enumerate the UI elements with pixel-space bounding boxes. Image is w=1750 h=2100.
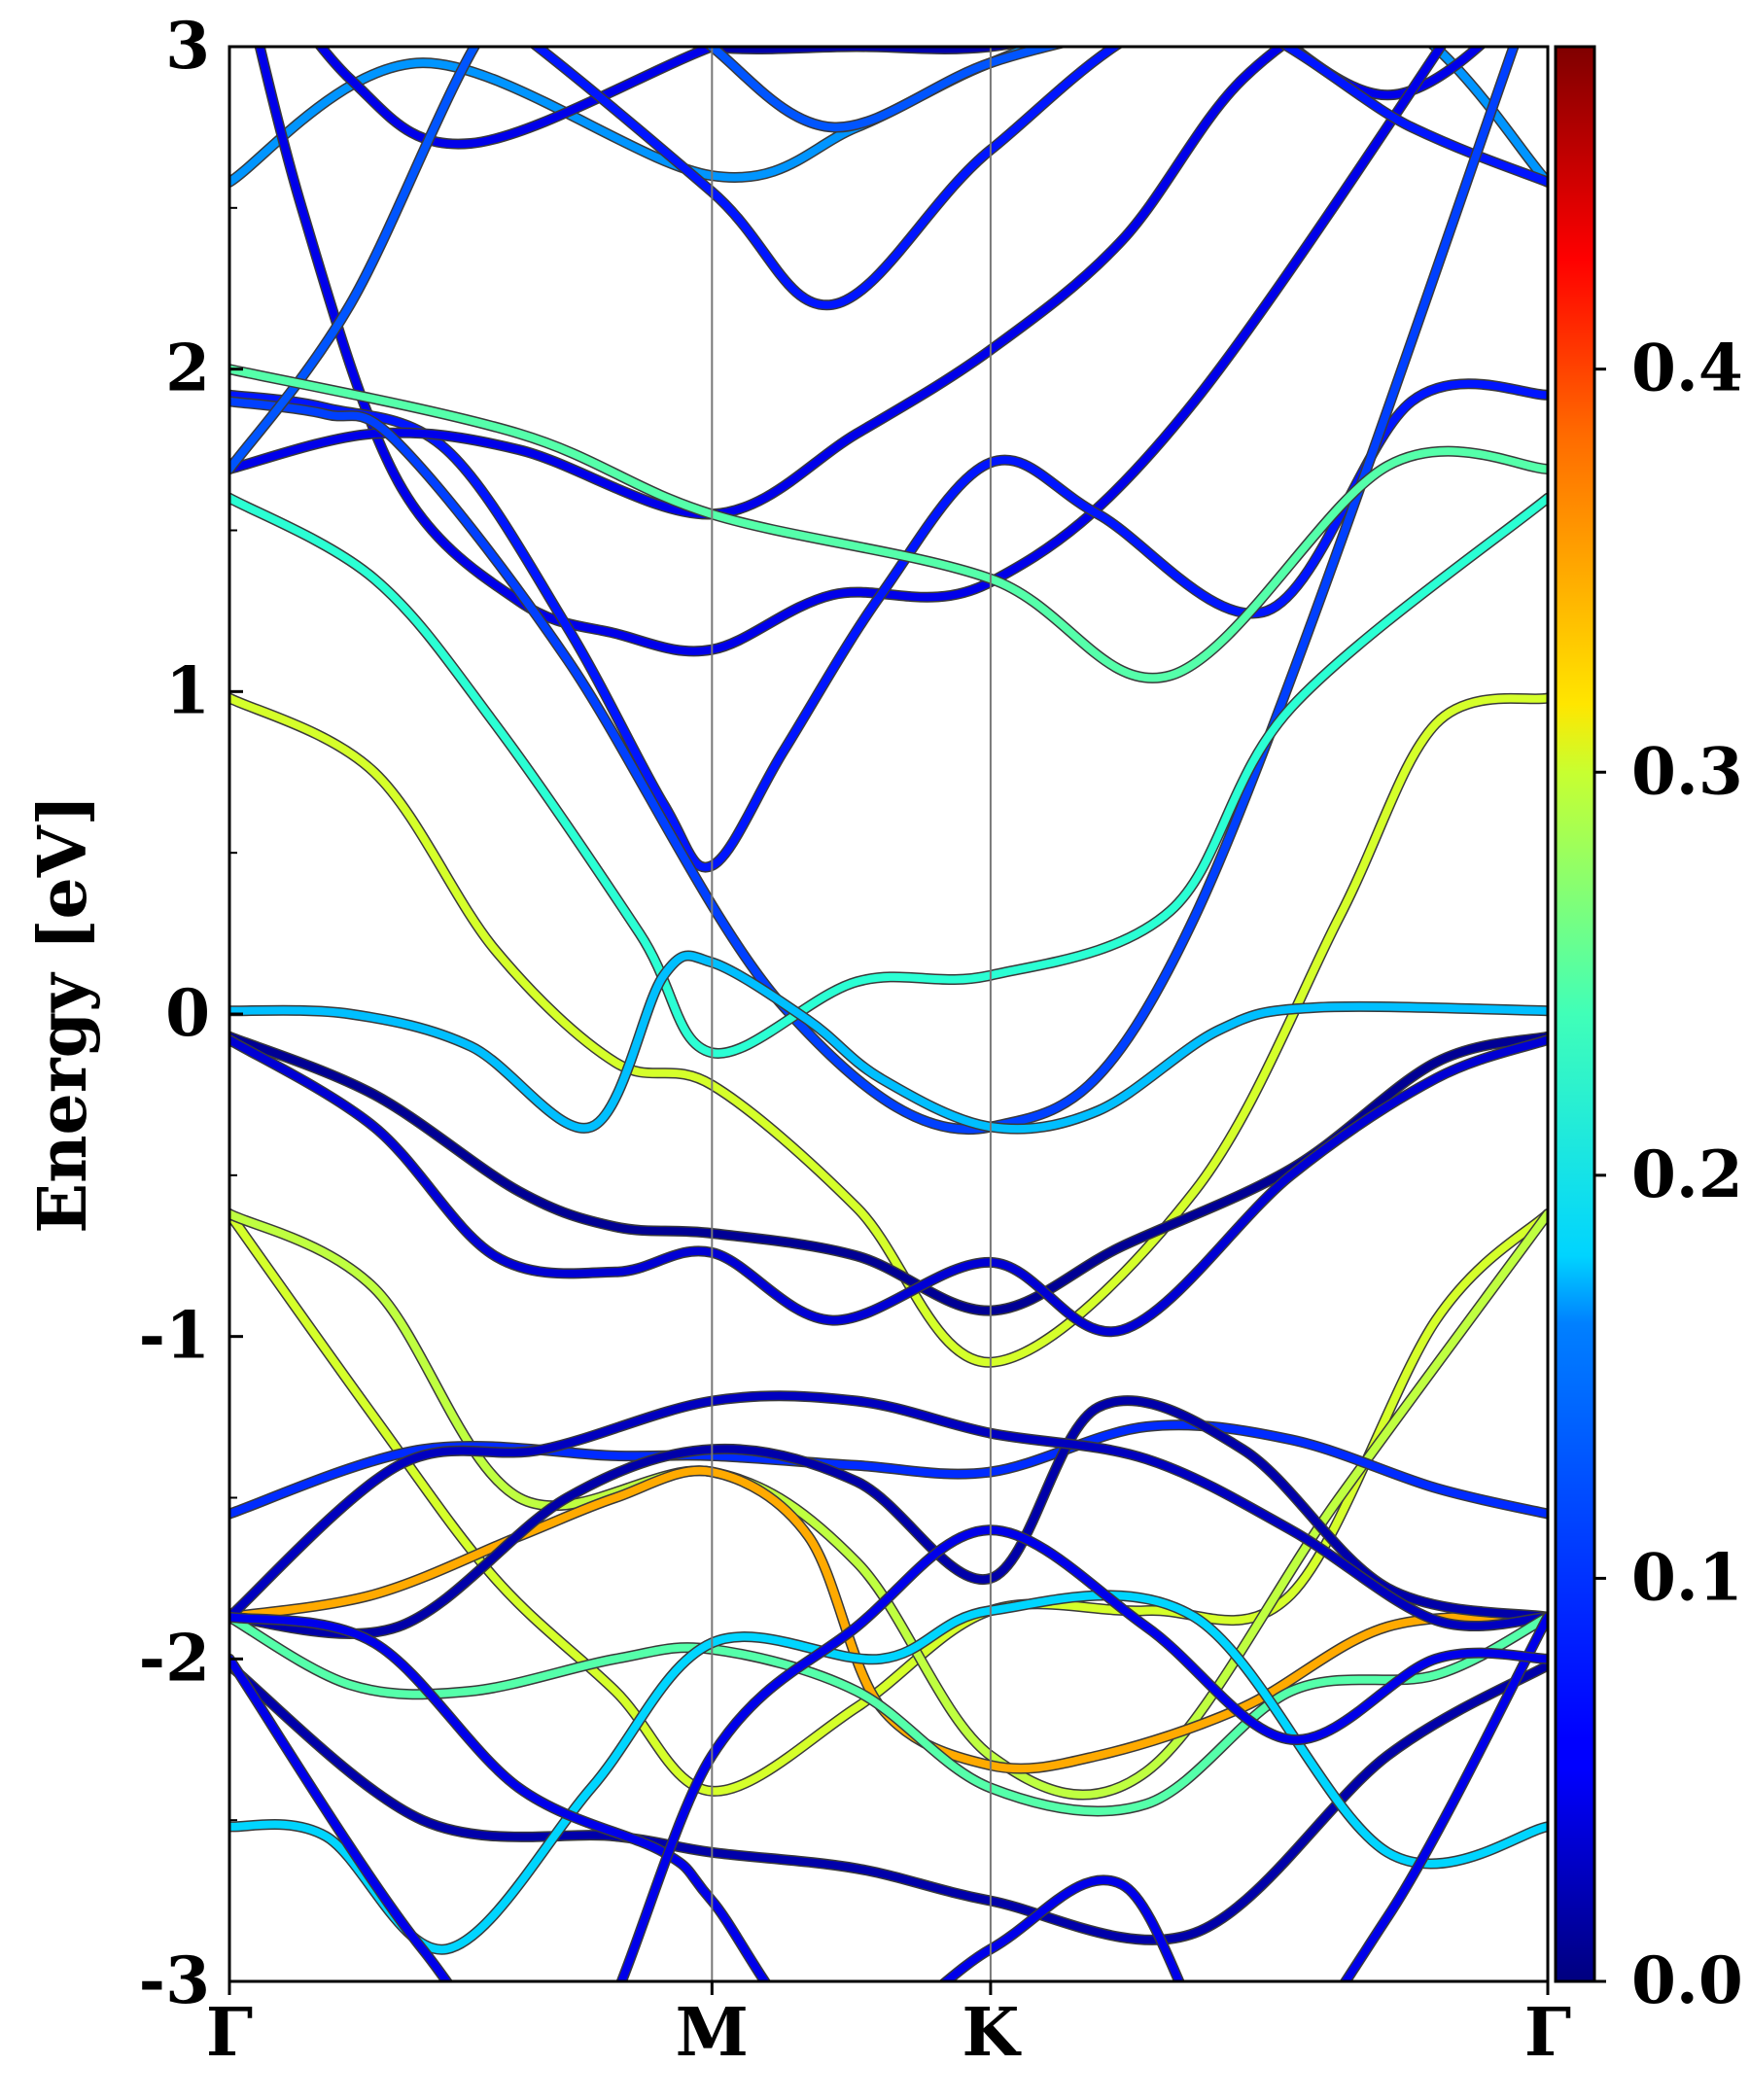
colorbar-tick-label: 0.0 <box>1631 1942 1743 2018</box>
band-outline-3 <box>314 47 1488 150</box>
band-line-9 <box>229 47 1064 473</box>
colorbar-tick-label: 0.2 <box>1631 1137 1743 1212</box>
band-line-5 <box>229 379 1548 871</box>
x-tick-label: K <box>962 1994 1022 2072</box>
band-line-26 <box>229 1525 1548 1981</box>
x-tick-label: Γ <box>1524 1994 1571 2072</box>
band-line-1 <box>692 47 1018 53</box>
y-tick-label: 0 <box>165 975 210 1051</box>
band-outline-9 <box>229 47 1069 474</box>
band-line-21 <box>229 1391 1548 1630</box>
band-line-10 <box>229 494 1548 1058</box>
y-axis: 3 2 1 0 -1 -2 -3 <box>139 8 243 2018</box>
high-symmetry-lines <box>711 47 992 1981</box>
band-line-13 <box>229 952 1548 1134</box>
band-line-6 <box>229 47 1287 518</box>
y-tick-label: -2 <box>139 1620 210 1696</box>
y-tick-label: -3 <box>139 1942 210 2018</box>
band-line-8 <box>229 47 1519 1134</box>
band-lines <box>229 47 1548 1981</box>
y-tick-label: -1 <box>139 1298 210 1374</box>
band-line-7 <box>531 47 1548 309</box>
x-tick-label: M <box>676 1994 749 2072</box>
band-line-11 <box>229 694 1548 1367</box>
colorbar <box>1554 45 1596 1983</box>
colorbar-tick-label: 0.1 <box>1631 1539 1743 1615</box>
x-tick-label: Γ <box>206 1994 253 2072</box>
band-line-3 <box>316 47 1485 149</box>
colorbar-tick-label: 0.3 <box>1631 733 1743 809</box>
band-line-18 <box>229 1466 1548 1773</box>
band-line-17 <box>229 1209 1548 1799</box>
band-outline-1 <box>687 47 1026 54</box>
colorbar-ticks: 0.0 0.1 0.2 0.3 0.4 <box>1594 331 1743 2018</box>
band-line-25 <box>229 1613 1548 1981</box>
y-tick-label: 1 <box>165 652 210 728</box>
y-axis-label: Energy [eV] <box>24 794 102 1233</box>
y-tick-label: 2 <box>165 331 210 406</box>
band-outline-8 <box>229 47 1520 1136</box>
band-outline-5 <box>229 378 1548 873</box>
colorbar-tick-label: 0.4 <box>1631 331 1743 406</box>
y-tick-label: 3 <box>165 8 210 84</box>
band-line-16 <box>229 1209 1548 1796</box>
band-line-4 <box>256 47 1446 655</box>
band-line-23 <box>229 1613 1548 1815</box>
band-line-15 <box>229 1035 1548 1336</box>
